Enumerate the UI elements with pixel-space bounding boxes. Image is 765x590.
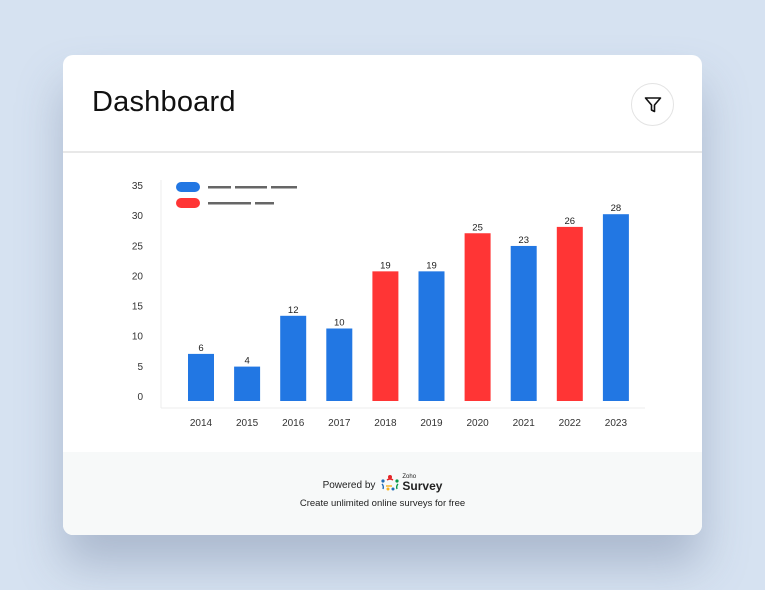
x-tick-label: 2022: [559, 418, 582, 429]
bar[interactable]: [556, 226, 583, 401]
y-axis-ticks: 0 5 10 15 20 25 30 35: [132, 181, 144, 403]
footer: Powered by Zoho Survey: [63, 452, 702, 535]
bar-2022[interactable]: 26: [556, 216, 583, 401]
bar-value-label: 6: [198, 343, 203, 354]
x-tick-label: 2023: [605, 418, 628, 429]
bar-2014[interactable]: 6: [188, 343, 214, 401]
bar-value-label: 12: [288, 305, 299, 316]
bar-2021[interactable]: 23: [510, 235, 537, 401]
bar-2015[interactable]: 4: [234, 356, 261, 401]
bar-chart: 0 5 10 15 20 25 30 35 6 4 12 10 19 19 25 23 26 28 2014 20…: [63, 153, 702, 452]
bar[interactable]: [280, 315, 307, 401]
bar-value-label: 19: [380, 260, 391, 271]
bar-value-label: 10: [334, 318, 345, 329]
bar[interactable]: [372, 271, 399, 401]
bar[interactable]: [602, 214, 629, 401]
zoho-survey-logo-icon: [381, 475, 399, 491]
bar-value-label: 28: [611, 203, 622, 214]
powered-by: Powered by Zoho Survey: [63, 474, 702, 492]
bar-2023[interactable]: 28: [602, 203, 629, 401]
x-tick-label: 2014: [190, 418, 213, 429]
bar-value-label: 23: [518, 235, 529, 246]
x-tick-label: 2021: [513, 418, 536, 429]
powered-by-label: Powered by: [322, 479, 376, 491]
legend-label-redacted: [208, 202, 251, 205]
legend-swatch[interactable]: [176, 182, 200, 192]
brand-small: Zoho: [402, 474, 417, 480]
bar[interactable]: [464, 233, 491, 401]
x-tick-label: 2016: [282, 418, 305, 429]
bar-2019[interactable]: 19: [418, 260, 445, 401]
x-tick-label: 2017: [328, 418, 351, 429]
bar-2017[interactable]: 10: [326, 318, 353, 402]
bars-group: 6 4 12 10 19 19 25 23 26 28: [188, 203, 629, 401]
bar-value-label: 25: [472, 222, 483, 233]
bar[interactable]: [326, 328, 353, 402]
filter-icon: [644, 96, 661, 112]
chart-legend: [176, 182, 297, 208]
x-tick-label: 2020: [466, 418, 489, 429]
card-header: Dashboard: [63, 55, 702, 153]
bar-2016[interactable]: 12: [280, 305, 307, 401]
y-tick-label: 5: [137, 362, 143, 373]
dashboard-card: Dashboard 0 5 10 15 20 25 30 35 6 4 12 10 19 19 25 23 2…: [63, 55, 702, 535]
legend-label-redacted: [271, 186, 297, 189]
zoho-survey-logo[interactable]: Zoho Survey: [380, 474, 442, 492]
y-tick-label: 0: [137, 392, 143, 403]
bar-value-label: 19: [426, 260, 437, 271]
bar[interactable]: [418, 271, 445, 401]
y-tick-label: 30: [132, 211, 144, 222]
legend-label-redacted: [208, 186, 231, 189]
bar[interactable]: [188, 353, 214, 401]
x-tick-label: 2015: [236, 418, 259, 429]
page-title: Dashboard: [92, 86, 236, 118]
bar-2020[interactable]: 25: [464, 222, 491, 401]
bar[interactable]: [510, 245, 537, 401]
y-tick-label: 25: [132, 241, 144, 252]
tagline: Create unlimited online surveys for free: [299, 498, 466, 509]
bar[interactable]: [234, 366, 261, 401]
legend-label-redacted: [235, 186, 267, 189]
x-axis-labels: 2014 2015 2016 2017 2018 2019 2020 2021 2022 2023: [190, 418, 628, 429]
legend-swatch[interactable]: [176, 198, 200, 208]
y-tick-label: 20: [132, 271, 144, 282]
legend-label-redacted: [255, 202, 274, 205]
x-tick-label: 2018: [374, 418, 397, 429]
y-tick-label: 15: [132, 302, 144, 313]
bar-value-label: 4: [244, 356, 249, 367]
bar-value-label: 26: [565, 216, 576, 227]
y-tick-label: 35: [132, 181, 144, 192]
x-tick-label: 2019: [420, 418, 443, 429]
filter-button[interactable]: [631, 83, 674, 126]
bar-2018[interactable]: 19: [372, 260, 399, 401]
brand-name: Survey: [402, 479, 443, 493]
y-tick-label: 10: [132, 332, 144, 343]
